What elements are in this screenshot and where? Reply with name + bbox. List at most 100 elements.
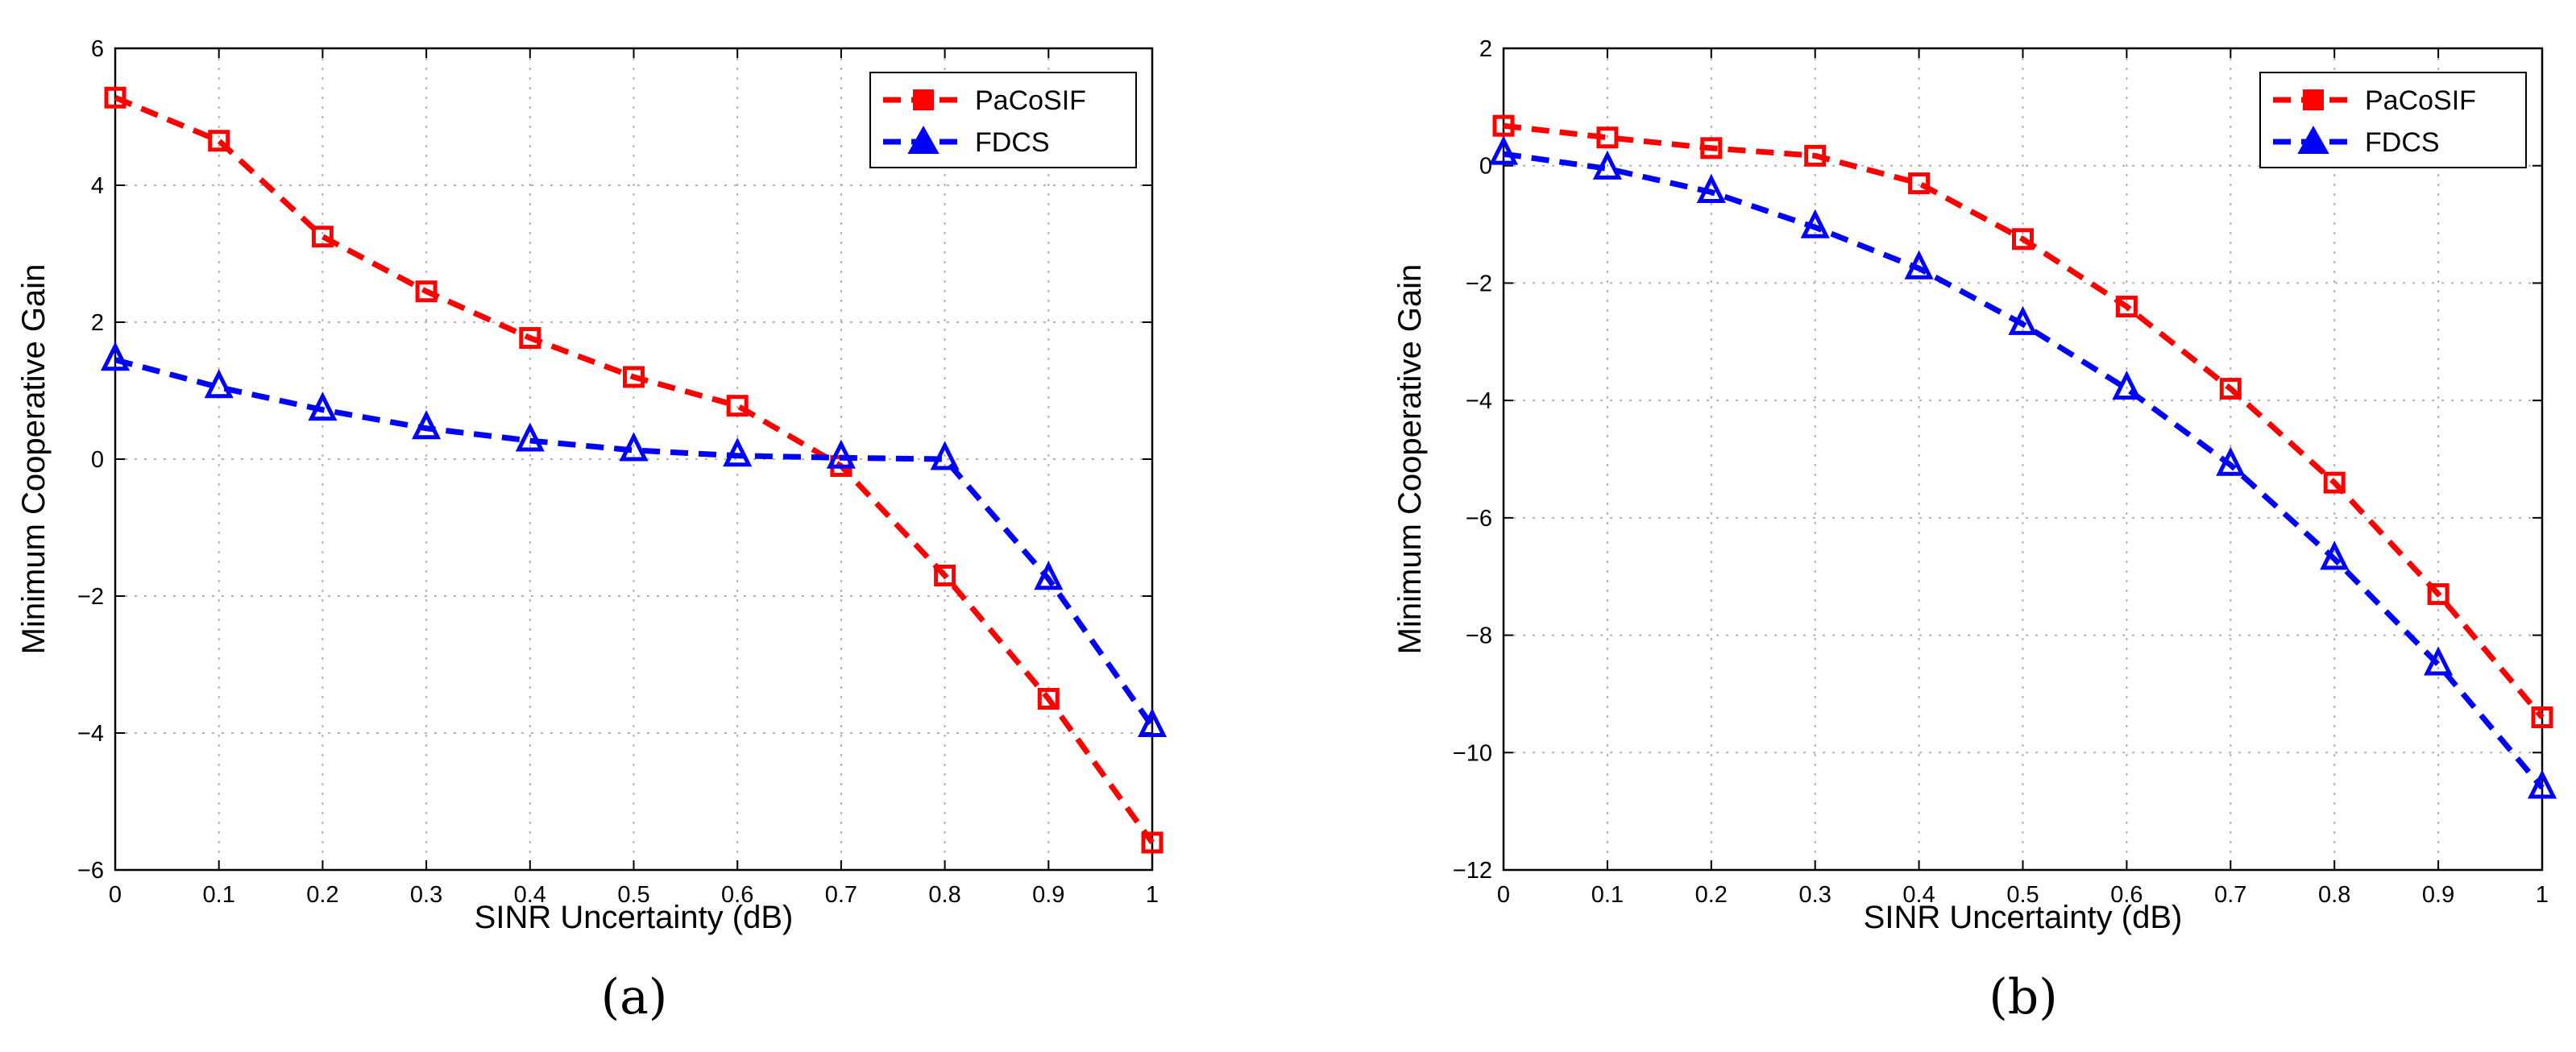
panel-label: (b) [1989,969,2057,1025]
point-fdcs [515,422,545,452]
legend-marker-fdcs [907,125,940,154]
x-tick-label: 1 [2536,882,2549,908]
y-tick-label: −4 [1466,388,1492,414]
x-tick-label: 0.1 [1591,882,1624,908]
series-line-fdcs [114,357,1155,728]
point-fdcs [723,437,753,467]
y-tick-label: −6 [77,858,104,884]
point-fdcs [1592,150,1622,180]
point-fdcs [2112,370,2142,400]
series-line-fdcs [1503,151,2545,790]
panel-label: (a) [601,969,668,1025]
x-tick-label: 0.2 [1695,882,1728,908]
point-fdcs [2527,769,2557,799]
legend: PaCoSIF FDCS [869,72,1137,168]
point-pacosif [208,130,230,152]
point-fdcs [2320,540,2350,570]
point-pacosif [726,395,749,417]
legend-marker-pacosif [913,89,934,110]
point-fdcs [1904,250,1934,280]
point-pacosif [1037,688,1060,710]
x-tick-label: 0.6 [721,882,753,908]
panel-a: 0 0.1 0.2 0.3 0.4 0.5 0.6 0.7 0.8 0.9 1 6 4 2 0 −2 −4 −6 P… [16,36,1168,1025]
point-pacosif [1492,114,1515,137]
point-fdcs [1488,135,1519,165]
y-tick-label: 0 [91,447,104,473]
legend-label-pacosif: PaCoSIF [2365,85,2476,116]
x-tick-label: 0.3 [410,882,442,908]
point-pacosif [2323,471,2346,494]
point-pacosif [1141,831,1164,854]
x-tick-label: 0.4 [514,882,546,908]
point-fdcs [204,369,234,399]
point-pacosif [1908,172,1931,195]
point-fdcs [100,342,131,371]
series-line-pacosif [114,94,1155,845]
y-tick-label: 6 [91,36,104,62]
point-fdcs [1137,707,1168,737]
axes-frame [1502,47,2544,872]
legend-label-pacosif: PaCoSIF [975,85,1086,116]
y-axis-label: Minimum Cooperative Gain [1392,264,1428,655]
point-pacosif [623,366,645,388]
x-tick-label: 0.8 [2318,882,2350,908]
x-axis-label: SINR Uncertainty (dB) [1864,900,2183,935]
point-pacosif [415,280,438,303]
series-line-pacosif [1503,122,2545,719]
x-tick-label: 0.9 [2422,882,2454,908]
y-tick-label: 2 [91,310,104,336]
x-tick-label: 0.8 [928,882,960,908]
x-tick-label: 0 [1497,882,1510,908]
y-tick-label: −2 [1466,271,1492,296]
point-fdcs [1034,561,1064,590]
point-pacosif [311,226,334,248]
y-tick-label: 2 [1479,36,1492,62]
point-pacosif [104,86,127,109]
axes-frame [114,47,1154,872]
point-fdcs [619,432,649,462]
x-tick-label: 0.4 [1902,882,1935,908]
legend-marker-pacosif [2303,89,2324,110]
point-pacosif [2219,378,2242,400]
legend-label-fdcs: FDCS [2365,127,2440,158]
point-pacosif [1700,137,1723,159]
point-pacosif [2115,296,2138,318]
y-tick-label: 0 [1479,154,1492,180]
point-fdcs [308,391,338,421]
point-fdcs [1800,209,1830,238]
y-tick-label: 4 [91,173,104,199]
x-tick-label: 0 [109,882,122,908]
point-pacosif [2427,583,2449,606]
x-tick-label: 1 [1146,882,1159,908]
x-tick-label: 0.5 [2006,882,2039,908]
panel-b: 0 0.1 0.2 0.3 0.4 0.5 0.6 0.7 0.8 0.9 1 2 0 −2 −4 −6 −8 −… [1392,36,2557,1025]
point-pacosif [934,565,956,586]
x-tick-label: 0.3 [1799,882,1831,908]
point-fdcs [1696,173,1726,203]
y-tick-label: −6 [1466,506,1492,532]
legend-marker-fdcs [2297,125,2329,154]
x-tick-label: 0.2 [306,882,338,908]
point-pacosif [2531,706,2553,729]
point-pacosif [1596,126,1619,149]
x-tick-label: 0.7 [825,882,857,908]
x-tick-label: 0.5 [617,882,649,908]
point-pacosif [1804,144,1827,167]
legend-label-fdcs: FDCS [975,127,1050,158]
y-tick-label: −4 [77,721,104,747]
y-tick-label: −8 [1466,623,1492,649]
y-axis-label: Minimum Cooperative Gain [16,264,52,655]
point-fdcs [930,441,960,470]
y-tick-label: −2 [77,584,104,610]
legend: PaCoSIF FDCS [2259,72,2527,168]
point-fdcs [412,410,442,440]
y-tick-label: −12 [1453,858,1492,884]
point-pacosif [519,327,541,350]
point-fdcs [826,439,856,469]
point-fdcs [2424,646,2454,676]
point-fdcs [2008,305,2038,335]
y-tick-label: −10 [1453,740,1492,766]
point-pacosif [2012,228,2034,251]
x-tick-label: 0.7 [2214,882,2246,908]
